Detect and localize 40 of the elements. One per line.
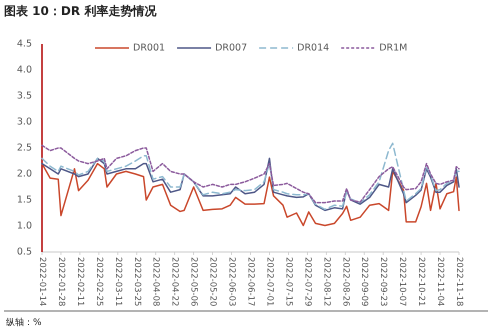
y-tick-label: 0.5 bbox=[16, 246, 32, 258]
y-tick-label: 4.5 bbox=[16, 38, 32, 50]
x-tick-label: 2022-04-22 bbox=[170, 257, 180, 306]
y-tick-label: 3.0 bbox=[16, 116, 32, 128]
x-tick-label: 2022-10-07 bbox=[397, 257, 408, 306]
y-tick-label: 2.5 bbox=[16, 142, 32, 154]
text: 纵轴：% bbox=[6, 317, 42, 328]
x-tick-label: 2022-03-25 bbox=[132, 257, 142, 306]
y-tick-label: 1.0 bbox=[16, 220, 32, 232]
legend-label: DR014 bbox=[297, 42, 330, 54]
chart-title: 图表 10：DR 利率走势情况 bbox=[4, 4, 158, 18]
legend-label: DR001 bbox=[133, 42, 166, 54]
x-tick-label: 2022-09-23 bbox=[378, 257, 388, 306]
x-tick-label: 2022-06-17 bbox=[246, 257, 256, 306]
x-tick-label: 2022-04-08 bbox=[150, 257, 161, 306]
x-tick-label: 2022-03-11 bbox=[112, 257, 123, 306]
legend-label: DR007 bbox=[215, 42, 248, 54]
x-tick-label: 2022-01-28 bbox=[56, 257, 66, 306]
y-tick-label: 2.0 bbox=[16, 168, 32, 180]
x-tick-label: 2022-07-01 bbox=[264, 257, 274, 306]
x-tick-label: 2022-11-18 bbox=[454, 257, 464, 306]
line-series bbox=[41, 158, 460, 212]
y-tick-label: 1.5 bbox=[16, 194, 32, 206]
x-tick-label: 2022-07-15 bbox=[283, 257, 294, 306]
x-tick-label: 2022-05-06 bbox=[188, 257, 199, 306]
x-tick-label: 2022-02-25 bbox=[94, 257, 104, 306]
x-tick-label: 2022-07-29 bbox=[302, 257, 312, 306]
x-tick-label: 2022-05-20 bbox=[208, 257, 218, 306]
x-tick-label: 2022-08-12 bbox=[321, 257, 332, 306]
x-tick-label: 2022-02-11 bbox=[74, 257, 85, 306]
x-tick-label: 2022-01-14 bbox=[37, 257, 47, 306]
y-tick-label: 4.0 bbox=[16, 64, 32, 76]
x-tick-label: 2022-11-04 bbox=[435, 257, 446, 306]
x-tick-label: 2022-10-21 bbox=[416, 257, 426, 306]
x-tick-label: 2022-06-03 bbox=[226, 257, 237, 306]
legend-label: DR1M bbox=[379, 42, 408, 54]
y-tick-label: 3.5 bbox=[16, 90, 32, 102]
x-tick-label: 2022-09-09 bbox=[359, 257, 370, 306]
x-tick-label: 2022-08-26 bbox=[340, 257, 350, 306]
line-series bbox=[41, 162, 460, 226]
